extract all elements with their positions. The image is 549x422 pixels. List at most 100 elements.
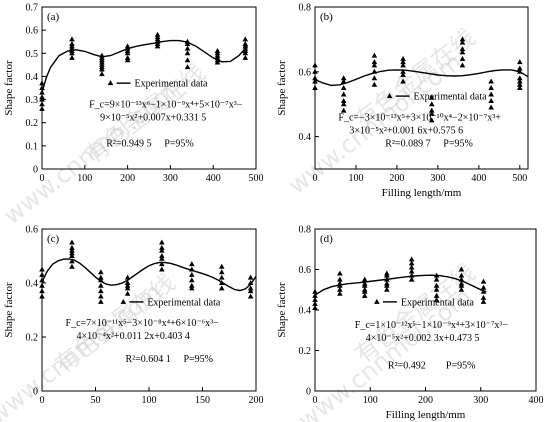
data-point — [312, 304, 318, 310]
panel-tag: (a) — [47, 11, 60, 23]
data-point — [428, 101, 435, 107]
data-point — [459, 39, 466, 45]
legend-label: Experimental data — [134, 79, 208, 90]
confidence-level: P=95% — [164, 138, 194, 149]
y-tick-label: 0.8 — [299, 3, 312, 14]
data-point — [247, 274, 254, 280]
data-point — [242, 36, 249, 42]
data-point — [337, 270, 343, 276]
data-point — [459, 55, 466, 61]
x-tick-label: 400 — [471, 173, 486, 184]
data-point — [247, 280, 254, 285]
panel-tag: (d) — [320, 233, 333, 245]
data-point — [458, 280, 465, 286]
data-point — [384, 270, 390, 276]
data-point — [39, 80, 45, 86]
data-point — [428, 107, 435, 113]
r-squared: R²=0.949 5 — [106, 138, 151, 149]
y-tick-label: 0.6 — [26, 225, 39, 236]
x-tick-label: 200 — [120, 173, 135, 184]
data-point — [98, 288, 104, 294]
data-point — [159, 255, 165, 261]
data-point — [312, 68, 318, 74]
data-point — [242, 54, 249, 60]
data-point — [459, 49, 466, 55]
y-tick-label: 0.6 — [26, 26, 39, 37]
x-tick-label: 500 — [512, 173, 527, 184]
panel-tag: (b) — [320, 11, 333, 23]
fit-equation-line2: 3×10⁻⁵x²+0.001 6x+0.575 6 — [349, 125, 463, 136]
y-tick-label: 0.2 — [299, 346, 312, 357]
data-point — [361, 292, 368, 298]
x-tick-label: 0 — [40, 173, 45, 184]
data-point — [400, 78, 406, 84]
data-point — [480, 278, 487, 284]
data-point — [312, 75, 318, 81]
data-point — [400, 68, 406, 74]
data-point — [98, 269, 104, 275]
data-point — [189, 285, 195, 291]
data-point — [124, 280, 131, 285]
data-point — [69, 253, 75, 258]
data-point — [159, 247, 165, 253]
data-point — [218, 274, 225, 280]
data-point — [340, 75, 347, 81]
data-point — [247, 293, 254, 299]
y-tick-label: 0.4 — [26, 72, 39, 83]
x-tick-label: 0 — [313, 173, 318, 184]
data-point — [159, 239, 165, 245]
x-tick-label: 0 — [313, 395, 318, 406]
data-point — [312, 300, 318, 306]
x-tick-label: 50 — [91, 395, 101, 406]
x-tick-label: 100 — [348, 173, 363, 184]
fit-equation-line2: 4×10⁻⁵x²+0.002 3x+0.473 5 — [366, 333, 480, 344]
data-point — [39, 277, 45, 283]
data-point — [428, 94, 435, 100]
data-point — [184, 64, 191, 70]
data-point — [458, 266, 465, 272]
data-point — [39, 85, 45, 90]
data-point — [312, 296, 318, 302]
x-tick-label: 100 — [363, 395, 378, 406]
data-point — [459, 62, 466, 68]
data-point — [337, 286, 343, 292]
data-point — [69, 258, 75, 264]
data-point — [98, 282, 104, 288]
x-tick-label: 200 — [418, 395, 433, 406]
confidence-level: P=95% — [183, 354, 213, 365]
y-tick-label: 0.2 — [26, 118, 39, 129]
data-point — [428, 117, 435, 123]
data-point — [312, 292, 318, 298]
data-point — [371, 59, 378, 65]
data-point — [371, 52, 378, 58]
data-point — [408, 264, 415, 270]
data-point — [361, 286, 368, 292]
data-point — [124, 282, 131, 288]
y-tick-label: 0.3 — [26, 95, 39, 106]
data-point — [480, 298, 487, 304]
data-point — [408, 260, 415, 266]
data-point — [184, 57, 191, 63]
data-point — [98, 274, 104, 280]
data-point — [312, 288, 318, 294]
data-point — [480, 288, 487, 294]
data-point — [39, 282, 45, 288]
data-point — [39, 271, 45, 277]
data-point — [458, 276, 465, 282]
data-point — [99, 52, 105, 58]
legend-marker — [107, 80, 114, 86]
data-point — [459, 46, 466, 52]
data-point — [433, 272, 440, 278]
r-squared: R²=0.604 1 — [125, 354, 170, 365]
data-point — [312, 85, 318, 90]
data-point — [218, 285, 225, 291]
data-point — [69, 263, 75, 269]
fit-curve — [41, 39, 248, 93]
x-tick-label: 100 — [77, 173, 92, 184]
data-point — [184, 45, 191, 51]
data-point — [69, 247, 75, 253]
data-point — [124, 54, 131, 60]
x-axis-title: Filling length/mm — [386, 409, 466, 421]
data-point — [361, 280, 368, 286]
data-point — [458, 272, 465, 278]
